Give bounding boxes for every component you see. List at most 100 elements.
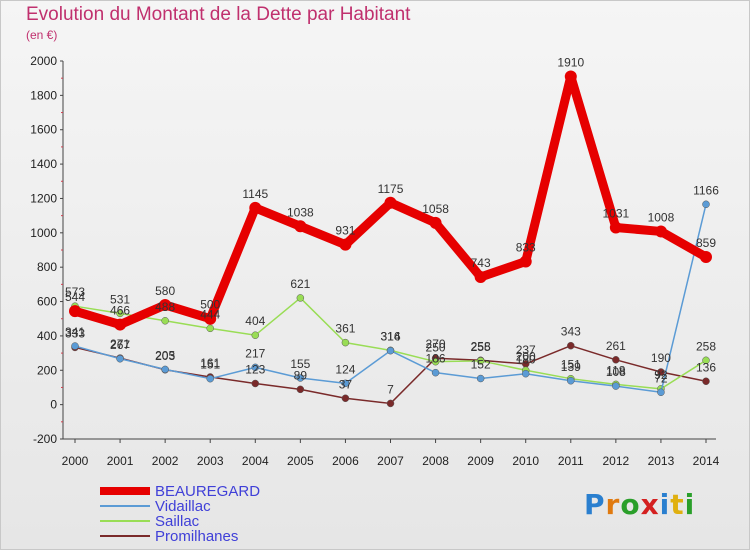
x-tick-label: 2009 [467,454,494,468]
legend-label: Saillac [155,513,200,530]
data-point [251,363,260,372]
data-label: 255 [471,340,491,354]
data-point [609,221,622,234]
data-point [657,388,665,397]
logo-letter: i [659,488,671,521]
data-point [341,394,350,403]
x-tick-label: 2010 [512,454,539,468]
y-tick-label: 1200 [30,191,57,205]
data-label: 250 [426,341,446,355]
x-tick-label: 2013 [648,454,675,468]
data-label: 743 [471,256,491,270]
data-point [294,220,307,233]
data-point [521,369,530,378]
data-label: 152 [471,358,491,372]
data-point [206,324,214,333]
y-tick-label: 1000 [30,226,57,240]
x-tick-label: 2008 [422,454,449,468]
data-point [702,356,710,365]
data-point [429,216,442,229]
data-point [612,356,620,364]
data-point [251,379,260,388]
data-point [296,374,305,382]
x-tick-label: 2011 [558,454,584,468]
data-point [341,379,350,388]
legend-swatch [100,487,150,495]
data-label: 341 [65,325,85,339]
data-label: 1175 [378,182,404,196]
data-point [159,298,172,311]
data-label: 267 [110,338,130,352]
legend-swatch [100,520,150,522]
data-point [519,255,532,268]
y-tick-label: 1600 [30,123,57,137]
data-label: 404 [245,314,265,328]
data-point [249,201,262,214]
data-label: 1008 [648,210,675,224]
data-label: 200 [516,349,536,363]
data-label: 343 [561,325,581,339]
logo-letter: t [670,488,685,521]
data-point [339,238,352,251]
data-point [612,382,620,390]
data-point [116,309,124,318]
data-label: 92 [654,368,668,382]
data-label: 316 [380,329,400,343]
legend-swatch [100,535,150,537]
data-point [204,312,217,325]
data-label: 573 [65,285,85,299]
data-point [161,365,169,374]
data-label: 314 [380,330,400,344]
data-label: 444 [200,307,220,321]
data-label: 89 [294,368,308,382]
data-point [386,346,395,355]
data-point [564,70,577,83]
data-label: 361 [335,322,355,336]
y-tick-label: 0 [50,398,57,412]
data-label: 205 [155,348,175,362]
data-label: 139 [561,360,581,374]
legend-swatch [100,505,150,507]
data-label: 108 [606,365,626,379]
data-point [431,368,440,377]
data-point [476,374,485,383]
data-point [476,357,485,365]
legend-label: Vidaillac [155,498,211,515]
x-tick-label: 2001 [107,454,134,468]
legend-label: BEAUREGARD [155,483,261,500]
y-tick-label: 2000 [30,54,57,68]
data-label: 123 [245,363,265,377]
data-label: 833 [516,241,536,255]
x-tick-label: 2004 [242,454,269,468]
logo-letter: x [640,488,660,521]
data-label: 544 [65,290,85,304]
data-point [384,196,397,209]
data-point [116,355,124,363]
logo-letter: i [684,488,696,521]
y-tick-label: 400 [37,329,57,343]
data-label: 466 [110,304,130,318]
data-label: 151 [561,358,581,372]
logo-letter: r [605,488,621,521]
data-label: 180 [516,353,536,367]
y-tick-label: -200 [33,432,57,446]
y-tick-label: 1800 [30,88,57,102]
y-tick-label: 1400 [30,157,57,171]
data-label: 161 [200,356,220,370]
data-label: 488 [155,300,175,314]
data-point [654,225,667,238]
data-label: 258 [696,339,716,353]
data-point [700,251,712,264]
data-point [71,342,79,350]
chart-subtitle: (en €) [26,28,58,42]
data-point [161,317,169,325]
data-label: 271 [110,337,130,351]
data-label: 621 [290,277,310,291]
data-label: 37 [339,377,353,391]
x-tick-label: 2003 [197,454,224,468]
data-point [341,338,350,347]
x-tick-label: 2000 [62,454,89,468]
data-label: 270 [426,337,446,351]
